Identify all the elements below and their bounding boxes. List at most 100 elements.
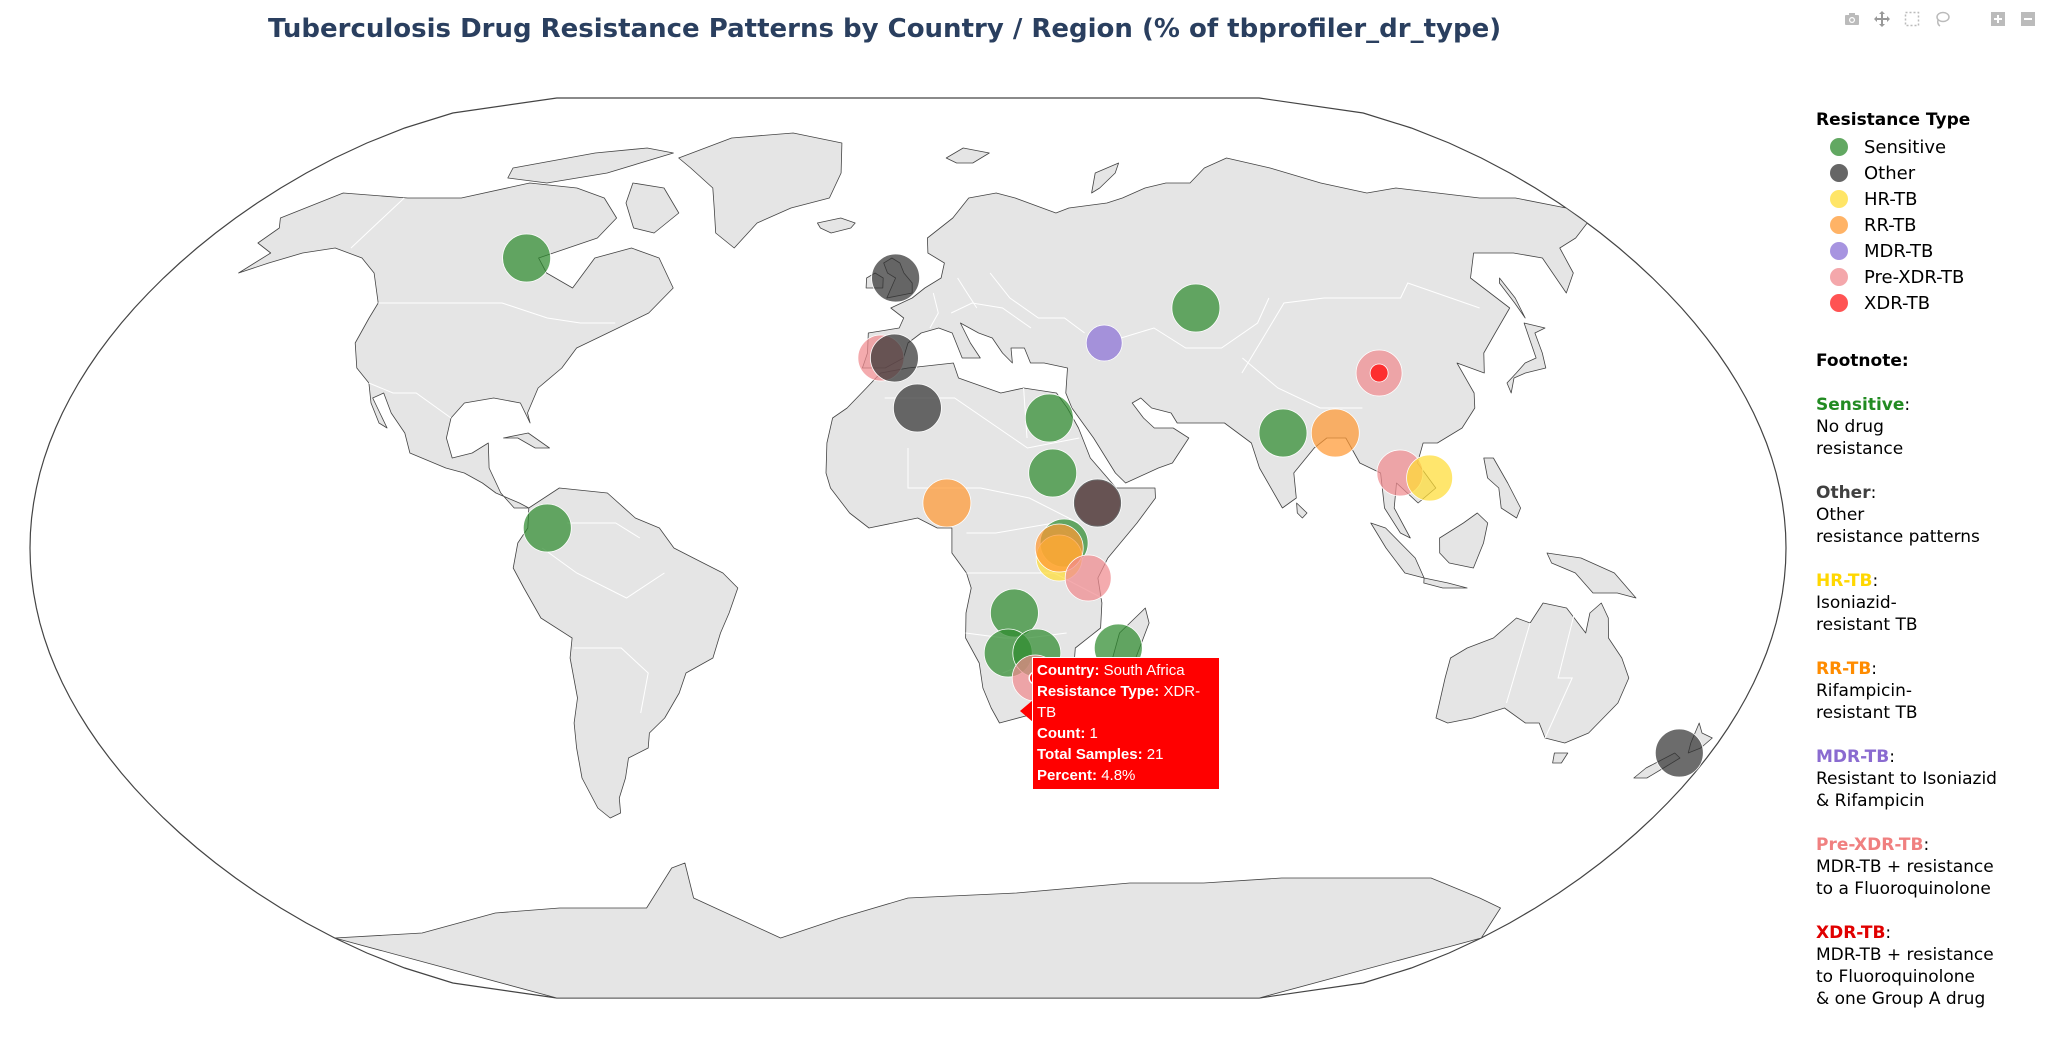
footnote-colon: : [1870,483,1877,503]
arctic-islands-landmass [507,147,674,184]
australia-landmass [1435,602,1630,744]
philippines-landmass [1483,457,1521,519]
marker-other[interactable] [871,253,920,303]
country-border [1241,282,1480,374]
country-border [350,197,405,249]
hover-tooltip: Country: South Africa Resistance Type: XD… [1032,657,1220,790]
modebar [1840,8,2040,30]
zoom-out-icon[interactable] [2016,8,2040,30]
legend-swatch [1830,268,1848,286]
legend-item-other[interactable]: Other [1816,160,2041,186]
japan-landmass [1506,322,1547,394]
footnote-colon: : [1904,395,1911,415]
marker-rr-tb[interactable] [922,478,972,528]
marker-hr-tb[interactable] [1406,454,1453,502]
marker-other[interactable] [870,333,919,383]
legend-label: HR-TB [1864,188,1918,210]
footnote-name: Sensitive [1816,395,1905,415]
legend: Resistance Type Sensitive Other HR-TB RR-TB… [1816,110,2041,1032]
footnote-name: Pre-XDR-TB [1816,835,1924,855]
country-border [1506,622,1531,704]
footnote: Footnote: Sensitive: No drug resistance Ot… [1816,350,2041,1010]
iceland-landmass [817,217,856,234]
camera-icon[interactable] [1840,8,1864,30]
footnote-name: MDR-TB [1816,747,1890,767]
legend-item-rr-tb[interactable]: RR-TB [1816,212,2041,238]
marker-other[interactable] [1073,478,1122,528]
box-select-icon[interactable] [1900,8,1924,30]
footnote-entry-other: Other: Other resistance patterns [1816,482,2041,548]
country-border [378,302,616,324]
country-border [1242,357,1363,409]
country-border [541,547,665,599]
legend-swatch [1830,216,1848,234]
legend-item-hr-tb[interactable]: HR-TB [1816,186,2041,212]
tooltip-value: South Africa [1099,662,1185,679]
baffin-landmass [625,182,680,234]
footnote-entry-hr-tb: HR-TB: Isoniazid- resistant TB [1816,570,2041,636]
country-border [1544,602,1578,739]
antarctica-landmass [334,862,1501,998]
marker-pre-xdr-tb[interactable] [1064,554,1112,602]
country-border [989,272,1085,334]
footnote-colon: : [1871,659,1878,679]
footnote-name: RR-TB [1816,659,1872,679]
country-border [1120,297,1270,349]
map-title: Tuberculosis Drug Resistance Patterns by… [268,14,1502,44]
tooltip-row: Country: South Africa [1037,660,1213,681]
footnote-title: Footnote: [1816,351,1909,371]
marker-sensitive[interactable] [1024,393,1074,443]
legend-label: Other [1864,162,1916,184]
tooltip-value: 4.8% [1097,767,1136,784]
south-america-landmass [512,487,739,819]
country-border [1023,387,1028,439]
tasmania-landmass [1552,752,1569,764]
tooltip-key: Count: [1037,725,1086,742]
footnote-desc: MDR-TB + resistance to a Fluoroquinolone [1816,857,1994,899]
svalbard-landmass [945,147,990,164]
footnote-desc: Rifampicin- resistant TB [1816,681,1918,723]
marker-rr-tb[interactable] [1034,523,1084,573]
legend-item-pre-xdr-tb[interactable]: Pre-XDR-TB [1816,264,2041,290]
borneo-landmass [1439,512,1489,569]
tooltip-row: Resistance Type: XDR-TB [1037,681,1213,723]
cuba-landmass [503,432,550,449]
zoom-in-icon[interactable] [1986,8,2010,30]
tooltip-value: 1 [1085,725,1098,742]
marker-sensitive[interactable] [502,233,551,283]
country-border [929,292,939,329]
marker-sensitive[interactable] [1258,408,1308,458]
tooltip-key: Total Samples: [1037,746,1143,763]
footnote-entry-sensitive: Sensitive: No drug resistance [1816,394,2041,460]
greenland-landmass [678,132,843,249]
footnote-desc: Other resistance patterns [1816,505,1980,547]
footnote-colon: : [1889,747,1895,767]
marker-other[interactable] [1654,728,1704,778]
pan-icon[interactable] [1870,8,1894,30]
marker-rr-tb[interactable] [1310,408,1360,458]
sakhalin-landmass [1499,277,1526,319]
marker-other[interactable] [893,383,942,433]
country-border [907,448,1079,524]
tooltip-row: Total Samples: 21 [1037,744,1213,765]
legend-item-mdr-tb[interactable]: MDR-TB [1816,238,2041,264]
marker-sensitive[interactable] [522,503,572,553]
marker-xdr-tb[interactable] [1369,363,1389,383]
marker-sensitive[interactable] [1028,448,1078,498]
legend-swatch [1830,294,1848,312]
footnote-desc: No drug resistance [1816,417,1904,459]
country-border [957,277,978,309]
legend-swatch [1830,242,1848,260]
legend-item-sensitive[interactable]: Sensitive [1816,134,2041,160]
marker-mdr-tb[interactable] [1085,324,1123,362]
legend-swatch [1830,190,1848,208]
marker-sensitive[interactable] [1171,283,1221,333]
legend-title: Resistance Type [1816,110,1971,130]
legend-item-xdr-tb[interactable]: XDR-TB [1816,290,2041,316]
legend-label: MDR-TB [1864,240,1934,262]
sri-lanka-landmass [1296,502,1308,519]
footnote-colon: : [1885,923,1892,943]
footnote-entry-xdr-tb: XDR-TB: MDR-TB + resistance to Fluoroquin… [1816,922,2041,1010]
lasso-icon[interactable] [1930,8,1954,30]
